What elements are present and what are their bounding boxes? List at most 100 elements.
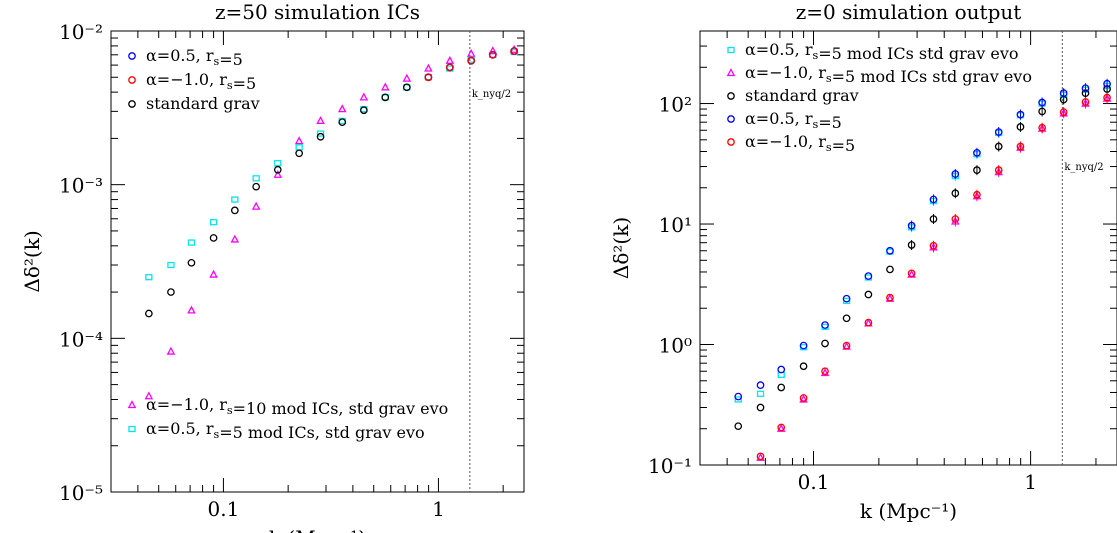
plot-frame bbox=[110, 30, 525, 493]
legend-label-part: =5 mod ICs, std grav evo bbox=[219, 423, 424, 442]
legend-label-part: =5 bbox=[832, 136, 856, 155]
legend-label-part: α=0.5, r bbox=[745, 109, 813, 128]
chart-panel-2: 0.1 1 10⁻¹ 10⁰ 10¹ 10² z=0 simulation output k … bbox=[609, 0, 1117, 523]
legend-label-part: α=−1.0, r bbox=[146, 395, 227, 414]
data-point bbox=[1038, 123, 1046, 132]
data-point bbox=[973, 190, 981, 199]
data-point bbox=[1081, 98, 1090, 106]
data-point bbox=[799, 362, 808, 371]
data-point bbox=[907, 241, 916, 249]
legend-label: α=−1.0, rs=5 bbox=[146, 70, 256, 93]
data-point bbox=[1016, 123, 1025, 131]
data-point bbox=[1059, 89, 1068, 97]
legend-label-part: s bbox=[227, 404, 233, 417]
data-point bbox=[951, 215, 960, 223]
data-point bbox=[467, 56, 476, 65]
data-point bbox=[799, 394, 808, 402]
data-point bbox=[230, 206, 239, 215]
legend-entry: standard grav bbox=[727, 86, 859, 105]
data-point bbox=[994, 128, 1003, 136]
legend-entry: α=0.5, rs=5 bbox=[128, 46, 243, 69]
x-tick-label: 0.1 bbox=[208, 497, 240, 521]
data-point bbox=[756, 381, 765, 389]
legend-label: α=−1.0, rs=10 mod ICs, std grav evo bbox=[146, 395, 448, 418]
legend-marker bbox=[127, 400, 137, 409]
series-3 bbox=[734, 84, 1111, 431]
legend-label-part: =10 mod ICs, std grav evo bbox=[233, 399, 449, 418]
data-point bbox=[821, 367, 829, 376]
data-point bbox=[777, 383, 786, 392]
data-point bbox=[145, 274, 153, 281]
data-point bbox=[166, 346, 176, 355]
data-point bbox=[842, 294, 851, 303]
data-point bbox=[424, 73, 433, 82]
data-point bbox=[187, 239, 196, 246]
data-point bbox=[994, 166, 1003, 175]
data-point bbox=[187, 258, 196, 267]
legend-entry: α=−1.0, rs=10 mod ICs, std grav evo bbox=[127, 395, 448, 418]
data-point bbox=[842, 341, 851, 350]
series-5 bbox=[756, 92, 1111, 461]
data-point bbox=[273, 165, 282, 174]
legend-label: standard grav bbox=[745, 86, 859, 105]
chart-title: z=0 simulation output bbox=[796, 0, 1022, 24]
data-point bbox=[145, 309, 153, 318]
data-point bbox=[886, 265, 894, 274]
legend-label-part: s bbox=[826, 141, 832, 154]
series-3 bbox=[145, 47, 519, 318]
data-point bbox=[756, 403, 765, 412]
data-point bbox=[886, 293, 894, 302]
data-point bbox=[864, 290, 873, 299]
legend-label-part: =5 bbox=[818, 113, 842, 132]
data-point bbox=[488, 46, 498, 55]
nyquist-label: k_nyq/2 bbox=[472, 89, 511, 100]
data-point bbox=[167, 261, 175, 269]
legend-label-part: =5 bbox=[233, 74, 257, 93]
y-tick-label: 10⁻² bbox=[59, 20, 103, 44]
data-point bbox=[187, 305, 196, 314]
data-point bbox=[251, 201, 261, 210]
y-axis-label: Δδ²(k) bbox=[609, 217, 633, 279]
data-point bbox=[231, 196, 239, 203]
data-point bbox=[167, 288, 175, 296]
data-point bbox=[1103, 79, 1111, 88]
legend-marker bbox=[726, 68, 736, 77]
data-point bbox=[209, 219, 218, 226]
data-point bbox=[488, 50, 497, 59]
legend-label-part: α=−1.0, r bbox=[146, 70, 227, 89]
data-point bbox=[864, 272, 873, 280]
data-point bbox=[929, 241, 938, 250]
data-point bbox=[929, 195, 938, 204]
data-point bbox=[1081, 84, 1090, 93]
data-point bbox=[907, 221, 916, 230]
data-point bbox=[144, 391, 154, 400]
legend-label: α=−1.0, rs=5 mod ICs std grav evo bbox=[745, 63, 1032, 86]
series-5 bbox=[424, 47, 519, 82]
legend-label-part: α=0.5, r bbox=[146, 419, 214, 438]
data-point bbox=[403, 83, 411, 92]
data-point bbox=[1103, 93, 1111, 102]
legend-marker bbox=[128, 52, 136, 60]
y-axis-label: Δδ²(k) bbox=[20, 230, 44, 292]
y-tick-label: 10⁰ bbox=[659, 334, 692, 358]
data-point bbox=[951, 189, 960, 198]
legend-label-part: standard grav bbox=[745, 86, 859, 105]
data-point bbox=[907, 269, 916, 278]
legend-label-part: α=0.5, r bbox=[745, 40, 813, 59]
legend-entry: standard grav bbox=[128, 94, 260, 113]
legend-label: α=−1.0, rs=5 bbox=[745, 132, 855, 155]
data-point bbox=[734, 392, 743, 401]
legend-label-part: =5 mod ICs std grav evo bbox=[818, 44, 1018, 63]
data-point bbox=[734, 422, 743, 431]
data-point bbox=[445, 55, 455, 64]
data-point bbox=[756, 452, 765, 461]
data-point bbox=[359, 92, 369, 101]
data-point bbox=[1038, 107, 1046, 116]
y-tick-label: 10⁻⁵ bbox=[59, 481, 103, 505]
data-point bbox=[951, 170, 960, 178]
data-point bbox=[973, 166, 981, 175]
data-point bbox=[402, 73, 412, 82]
data-point bbox=[295, 149, 303, 158]
data-point bbox=[381, 82, 390, 91]
